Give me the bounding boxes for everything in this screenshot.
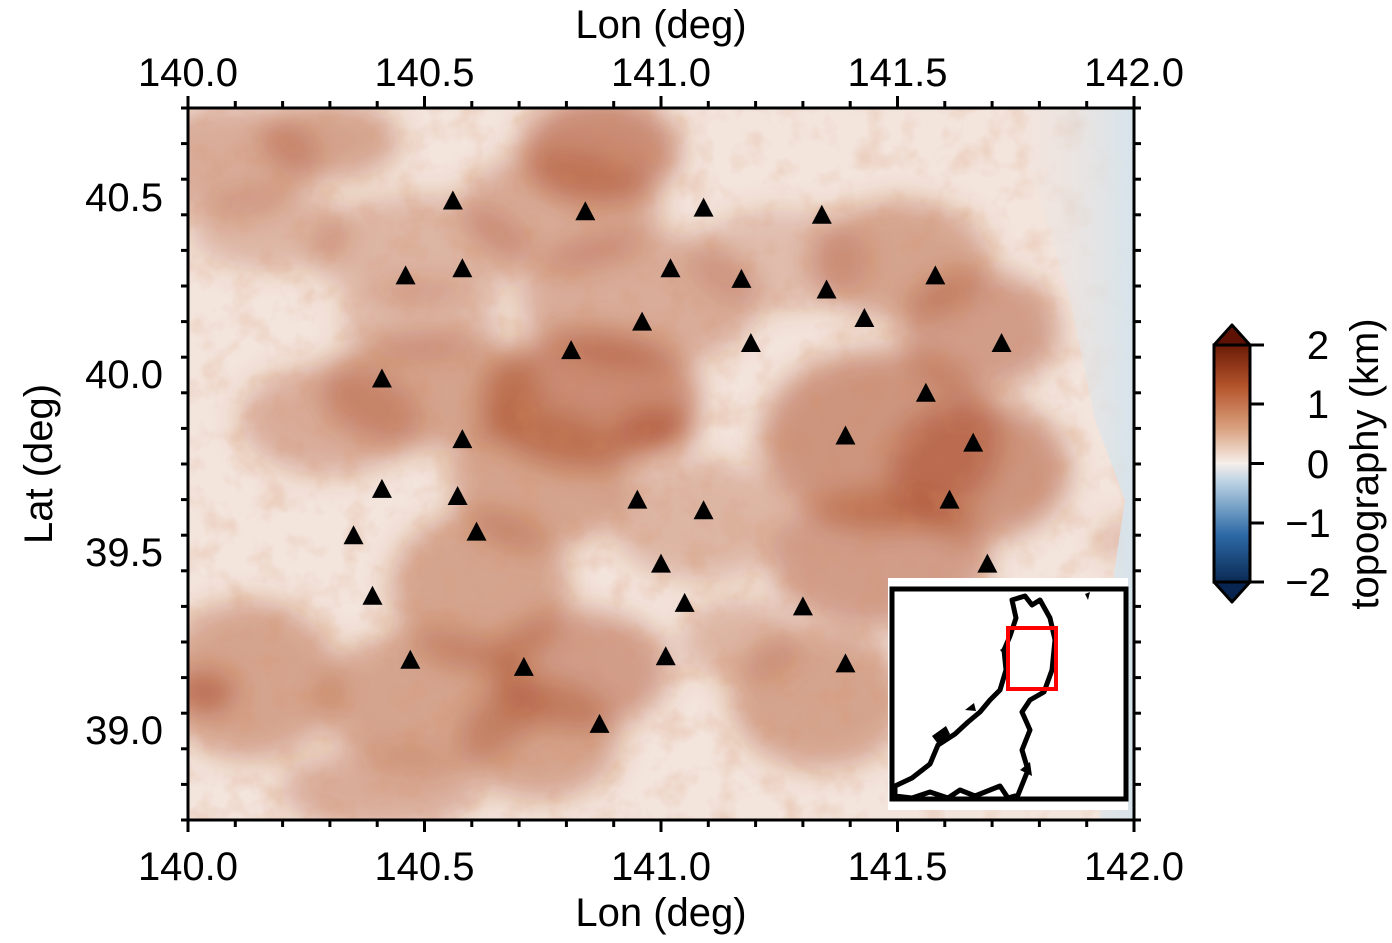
colorbar-tick-label: 1	[1307, 383, 1329, 427]
station-marker	[991, 332, 1012, 352]
inset-island	[932, 726, 950, 744]
top-lon-tick-label: 141.0	[611, 51, 711, 95]
colorbar-tick-label: −1	[1285, 502, 1331, 546]
bottom-lon-tick-label: 140.5	[374, 845, 474, 889]
station-marker	[395, 265, 416, 285]
station-marker	[561, 340, 582, 360]
station-marker	[651, 553, 671, 573]
lat-tick-label: 40.0	[85, 353, 163, 397]
station-marker	[977, 553, 998, 573]
station-marker	[400, 649, 421, 669]
station-marker	[693, 500, 714, 520]
station-marker	[660, 258, 681, 278]
station-marker	[575, 201, 596, 221]
station-marker	[731, 268, 752, 288]
inset-island	[1000, 646, 1006, 656]
inset-map	[888, 578, 1129, 810]
colorbar-low-extension	[1212, 580, 1252, 604]
station-marker	[343, 525, 364, 545]
bottom-lon-tick-label: 142.0	[1084, 845, 1184, 889]
colorbar-gradient	[1214, 345, 1250, 582]
inset-island	[1020, 762, 1032, 776]
colorbar-tick-label: 2	[1307, 324, 1329, 368]
station-marker	[655, 646, 676, 666]
station-marker	[854, 308, 875, 328]
bottom-axis-title: Lon (deg)	[575, 891, 746, 935]
station-marker	[452, 429, 473, 449]
bottom-lon-tick-label: 140.0	[138, 845, 238, 889]
station-marker	[740, 332, 761, 352]
colorbar-tick-label: −2	[1285, 561, 1331, 605]
station-marker	[371, 368, 392, 388]
station-marker	[513, 656, 534, 676]
topography-map	[188, 108, 1134, 820]
left-axis-title: Lat (deg)	[17, 384, 61, 544]
station-marker	[835, 425, 856, 445]
lat-tick-label: 39.5	[85, 531, 163, 575]
station-marker	[371, 478, 392, 498]
station-marker	[452, 258, 473, 278]
colorbar-tick-label: 0	[1307, 443, 1329, 487]
station-marker	[627, 489, 648, 509]
station-marker	[939, 489, 960, 509]
station-marker	[447, 486, 468, 506]
bottom-lon-tick-label: 141.0	[611, 845, 711, 889]
station-marker	[466, 521, 487, 541]
bottom-lon-tick-label: 141.5	[847, 845, 947, 889]
lat-tick-label: 40.5	[85, 176, 163, 220]
top-lon-axis: 140.0 140.5 141.0 141.5 142.0 Lon (deg)	[138, 3, 1184, 95]
colorbar-high-extension	[1212, 323, 1252, 347]
top-lon-tick-label: 140.5	[374, 51, 474, 95]
station-marker	[811, 204, 832, 224]
station-marker	[674, 592, 695, 612]
station-marker	[835, 653, 856, 673]
lat-tick-label: 39.0	[85, 709, 163, 753]
colorbar: 2 1 0 −1 −2 topography (km)	[1212, 318, 1387, 610]
stations-layer	[343, 190, 1012, 733]
colorbar-title: topography (km)	[1343, 318, 1387, 609]
station-marker	[925, 265, 946, 285]
station-marker	[915, 382, 936, 402]
top-lon-tick-label: 142.0	[1084, 51, 1184, 95]
inset-region-box	[1006, 626, 1058, 691]
inset-island	[965, 703, 976, 711]
station-marker	[442, 190, 463, 210]
station-marker	[693, 197, 714, 217]
station-marker	[816, 279, 837, 299]
top-axis-title: Lon (deg)	[575, 3, 746, 47]
inset-island	[1085, 592, 1090, 600]
station-marker	[963, 432, 984, 452]
axis-ticks	[181, 96, 1141, 832]
bottom-lon-axis: 140.0 140.5 141.0 141.5 142.0 Lon (deg)	[138, 845, 1184, 935]
top-lon-tick-label: 141.5	[847, 51, 947, 95]
station-marker	[362, 585, 383, 605]
ocean-area	[1010, 108, 1134, 820]
left-lat-axis: 39.0 39.5 40.0 40.5 Lat (deg)	[17, 176, 163, 753]
station-marker	[589, 713, 610, 733]
top-lon-tick-label: 140.0	[138, 51, 238, 95]
station-marker	[632, 311, 653, 331]
colorbar-ticks	[1250, 343, 1264, 584]
station-marker	[792, 596, 813, 616]
